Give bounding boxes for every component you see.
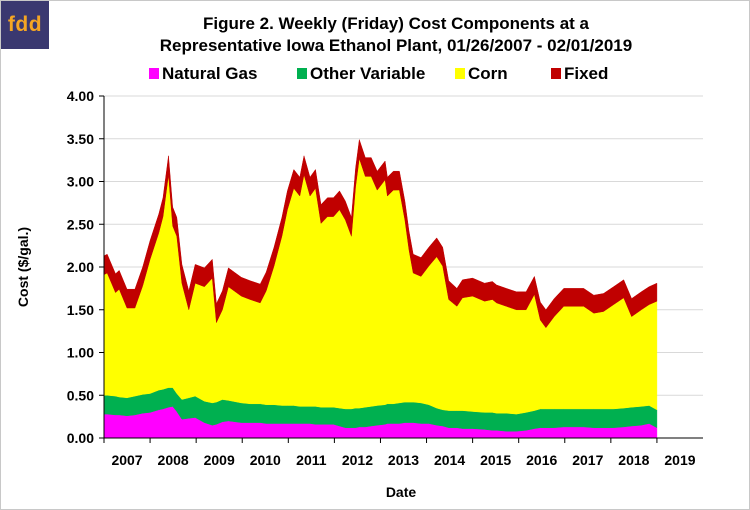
- x-tick-label: 2014: [434, 452, 465, 468]
- x-tick-label: 2015: [480, 452, 511, 468]
- y-tick-label: 3.50: [67, 131, 94, 147]
- y-tick-label: 0.50: [67, 387, 94, 403]
- y-tick-label: 1.00: [67, 345, 94, 361]
- y-tick-label: 3.00: [67, 174, 94, 190]
- legend-label: Fixed: [564, 64, 608, 83]
- x-tick-label: 2007: [111, 452, 142, 468]
- x-tick-label: 2018: [618, 452, 649, 468]
- legend-label: Corn: [468, 64, 508, 83]
- x-tick-label: 2008: [158, 452, 189, 468]
- legend: Natural Gas Other Variable Corn Fixed: [149, 64, 608, 83]
- areas: [103, 139, 658, 439]
- y-axis-label: Cost ($/gal.): [15, 227, 31, 307]
- y-tick-label: 2.50: [67, 216, 94, 232]
- y-tick-label: 2.00: [67, 259, 94, 275]
- x-tick-label: 2016: [526, 452, 557, 468]
- x-tick-label: 2010: [250, 452, 281, 468]
- x-tick-label: 2011: [296, 452, 327, 468]
- x-tick-label: 2012: [342, 452, 373, 468]
- legend-label: Other Variable: [310, 64, 425, 83]
- legend-label: Natural Gas: [162, 64, 257, 83]
- legend-swatch-corn: [455, 68, 465, 79]
- chart-title-line-2: Representative Iowa Ethanol Plant, 01/26…: [160, 36, 632, 55]
- legend-swatch-other-variable: [297, 68, 307, 79]
- y-tick-label: 1.50: [67, 302, 94, 318]
- axes: 0.00 0.50 1.00 1.50 2.00 2.50 3.00 3.50 4.00 2007…: [67, 88, 703, 468]
- y-tick-label: 0.00: [67, 430, 94, 446]
- y-tick-label: 4.00: [67, 88, 94, 104]
- chart-title-line-1: Figure 2. Weekly (Friday) Cost Component…: [203, 14, 590, 33]
- x-tick-label: 2017: [572, 452, 603, 468]
- x-axis-label: Date: [386, 484, 417, 500]
- x-tick-label: 2009: [204, 452, 235, 468]
- legend-swatch-fixed: [551, 68, 561, 79]
- legend-swatch-natural-gas: [149, 68, 159, 79]
- x-tick-label: 2019: [664, 452, 695, 468]
- area-fixed: [103, 139, 658, 329]
- fdd-logo: fdd: [1, 1, 49, 49]
- x-tick-label: 2013: [388, 452, 419, 468]
